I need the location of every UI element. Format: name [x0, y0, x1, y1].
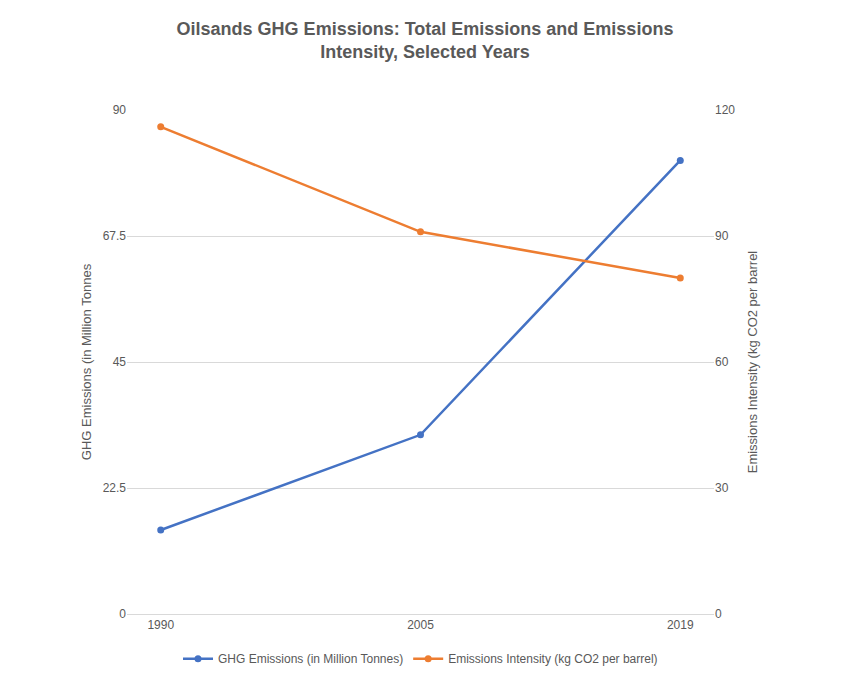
- svg-text:90: 90: [113, 103, 127, 117]
- svg-text:67.5: 67.5: [103, 229, 127, 243]
- svg-text:GHG Emissions (in Million Tonn: GHG Emissions (in Million Tonnes: [79, 263, 94, 460]
- svg-text:60: 60: [715, 355, 729, 369]
- svg-text:90: 90: [715, 229, 729, 243]
- svg-text:0: 0: [715, 607, 722, 621]
- svg-text:GHG Emissions (in Million Tonn: GHG Emissions (in Million Tonnes): [218, 652, 403, 666]
- svg-text:2005: 2005: [407, 618, 434, 632]
- svg-text:Oilsands GHG Emissions: Total: Oilsands GHG Emissions: Total Emissions …: [177, 19, 674, 62]
- svg-text:1990: 1990: [147, 618, 174, 632]
- svg-text:22.5: 22.5: [103, 481, 127, 495]
- svg-text:45: 45: [113, 355, 127, 369]
- svg-text:Emissions Intensity (kg CO2 pe: Emissions Intensity (kg CO2 per barrel: [745, 251, 760, 474]
- svg-text:120: 120: [715, 103, 735, 117]
- svg-text:30: 30: [715, 481, 729, 495]
- svg-text:0: 0: [119, 607, 126, 621]
- svg-text:Emissions Intensity (kg CO2 pe: Emissions Intensity (kg CO2 per barrel): [448, 652, 657, 666]
- svg-text:2019: 2019: [667, 618, 694, 632]
